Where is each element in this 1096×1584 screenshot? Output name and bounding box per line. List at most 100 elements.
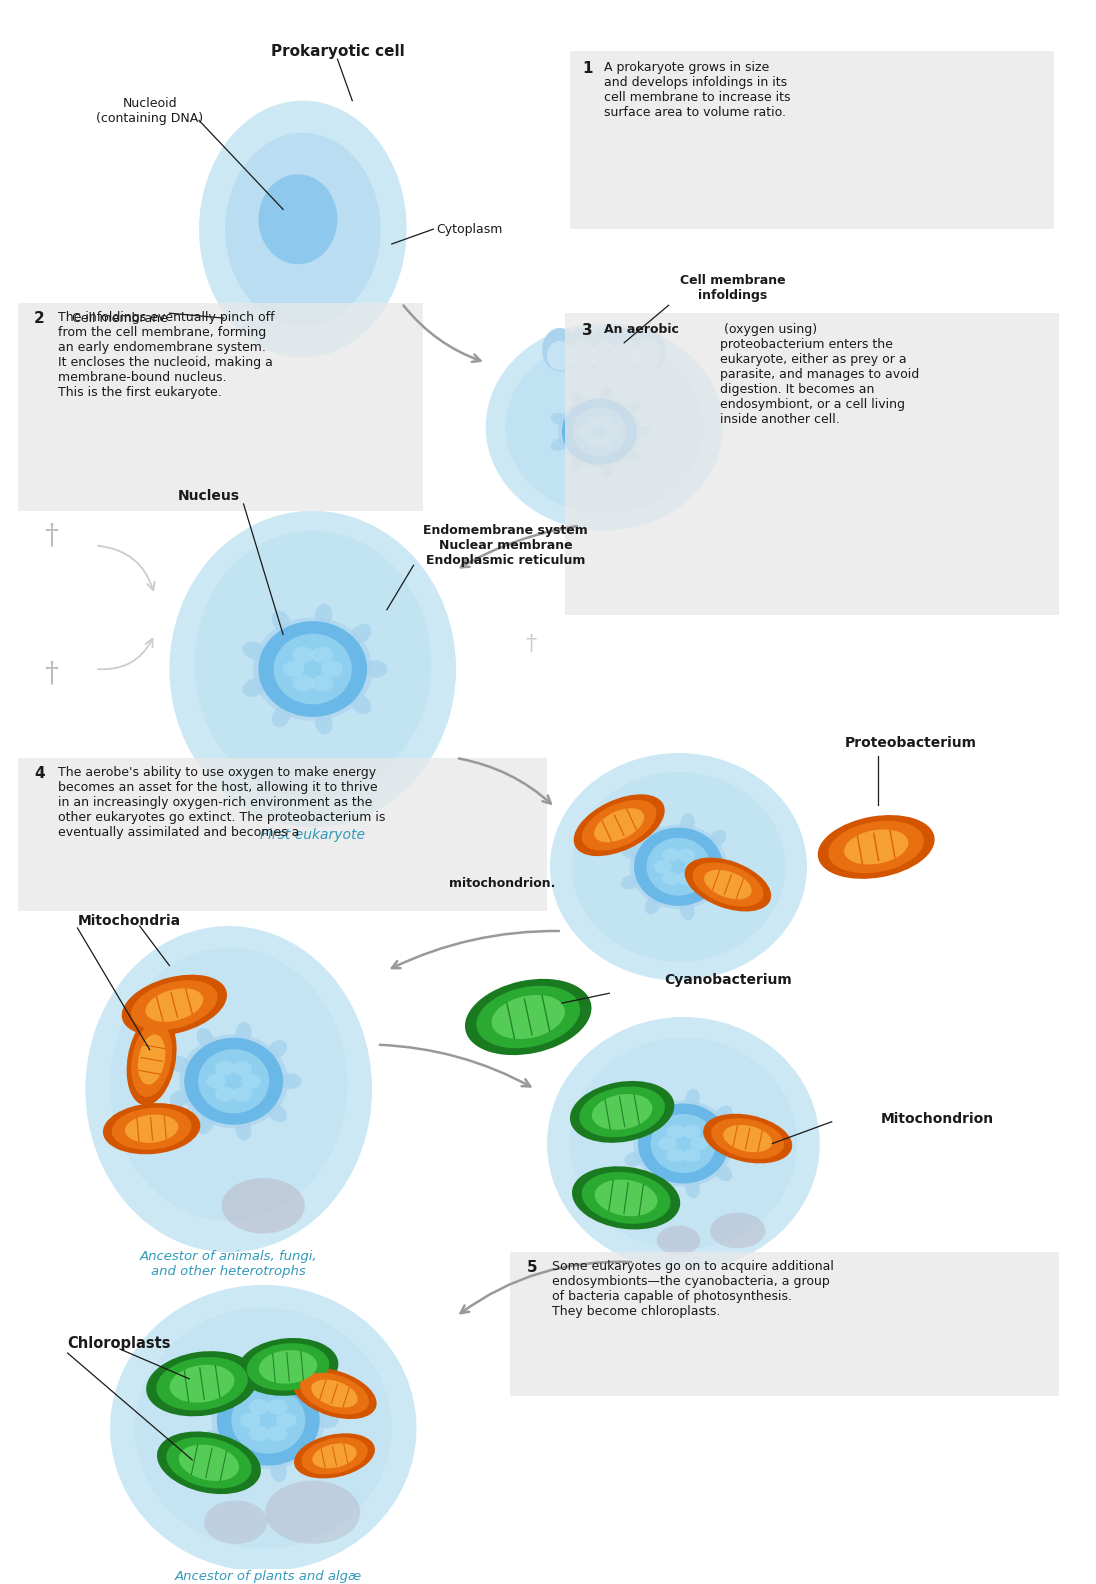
Ellipse shape <box>543 328 578 372</box>
Ellipse shape <box>259 1350 317 1384</box>
Ellipse shape <box>681 813 695 833</box>
Text: 5: 5 <box>527 1261 538 1275</box>
Ellipse shape <box>477 985 580 1049</box>
Ellipse shape <box>103 1102 201 1155</box>
Ellipse shape <box>196 1028 214 1049</box>
Ellipse shape <box>271 1460 287 1483</box>
Text: 4: 4 <box>34 767 45 781</box>
Ellipse shape <box>276 1413 297 1429</box>
Ellipse shape <box>242 678 265 697</box>
Ellipse shape <box>217 1375 320 1465</box>
Text: Some eukaryotes go on to acquire additional
endosymbionts—the cyanobacteria, a g: Some eukaryotes go on to acquire additio… <box>552 1261 834 1318</box>
Text: Mitochondria: Mitochondria <box>78 914 181 928</box>
Ellipse shape <box>715 1164 732 1182</box>
Ellipse shape <box>704 870 752 900</box>
Ellipse shape <box>215 1087 235 1101</box>
Ellipse shape <box>259 621 367 718</box>
Ellipse shape <box>194 531 432 797</box>
Ellipse shape <box>572 1166 681 1229</box>
Ellipse shape <box>249 1399 270 1415</box>
Ellipse shape <box>240 1413 261 1429</box>
Ellipse shape <box>271 1359 287 1381</box>
Ellipse shape <box>304 1443 323 1464</box>
Ellipse shape <box>249 1426 270 1441</box>
Ellipse shape <box>562 399 637 464</box>
Ellipse shape <box>146 1351 258 1416</box>
Ellipse shape <box>110 947 347 1221</box>
Ellipse shape <box>662 849 680 862</box>
Ellipse shape <box>621 844 640 859</box>
Ellipse shape <box>229 1365 248 1386</box>
Text: Ancestor of animals, fungi,
and other heterotrophs: Ancestor of animals, fungi, and other he… <box>140 1250 318 1278</box>
Ellipse shape <box>265 1481 361 1544</box>
Ellipse shape <box>570 341 595 371</box>
FancyBboxPatch shape <box>570 51 1054 230</box>
Ellipse shape <box>301 1437 367 1475</box>
Ellipse shape <box>184 1038 283 1125</box>
Ellipse shape <box>720 860 740 874</box>
Ellipse shape <box>238 1338 339 1396</box>
Ellipse shape <box>635 426 651 437</box>
Ellipse shape <box>486 323 723 531</box>
Ellipse shape <box>625 1120 644 1136</box>
Ellipse shape <box>236 1120 252 1140</box>
Ellipse shape <box>232 1061 252 1076</box>
Text: Endomembrane system
Nuclear membrane
Endoplasmic reticulum: Endomembrane system Nuclear membrane End… <box>423 524 587 567</box>
Ellipse shape <box>608 328 643 372</box>
Ellipse shape <box>157 1357 248 1410</box>
Text: Nucleus: Nucleus <box>178 489 240 504</box>
Ellipse shape <box>625 1152 644 1167</box>
Ellipse shape <box>272 611 292 634</box>
Ellipse shape <box>294 1434 375 1478</box>
Ellipse shape <box>582 1172 671 1224</box>
Text: Proteobacterium: Proteobacterium <box>845 737 977 751</box>
Ellipse shape <box>231 1388 306 1454</box>
Ellipse shape <box>267 1041 287 1058</box>
Text: 2: 2 <box>34 310 45 326</box>
Text: (oxygen using)
proteobacterium enters the
eukaryote, either as prey or a
parasit: (oxygen using) proteobacterium enters th… <box>720 323 920 426</box>
Ellipse shape <box>225 133 380 326</box>
Ellipse shape <box>321 661 343 678</box>
Ellipse shape <box>300 1373 369 1415</box>
Ellipse shape <box>550 752 807 980</box>
Text: mitochondrion.: mitochondrion. <box>449 876 556 890</box>
Ellipse shape <box>592 1095 652 1129</box>
Ellipse shape <box>592 341 617 371</box>
Ellipse shape <box>132 980 217 1030</box>
FancyBboxPatch shape <box>564 314 1059 615</box>
Ellipse shape <box>212 1372 324 1468</box>
Ellipse shape <box>625 401 640 415</box>
Ellipse shape <box>681 901 695 920</box>
Ellipse shape <box>601 461 613 477</box>
Ellipse shape <box>170 512 456 827</box>
Ellipse shape <box>122 974 227 1036</box>
Ellipse shape <box>683 1148 700 1163</box>
Ellipse shape <box>570 1038 797 1250</box>
Text: First eukaryote: First eukaryote <box>260 828 365 843</box>
Text: †: † <box>525 634 536 656</box>
Ellipse shape <box>138 1034 165 1085</box>
Text: An aerobic: An aerobic <box>604 323 680 336</box>
Ellipse shape <box>293 1369 377 1419</box>
Ellipse shape <box>605 426 620 437</box>
Ellipse shape <box>312 1443 356 1468</box>
Ellipse shape <box>204 1500 267 1544</box>
Ellipse shape <box>709 830 727 846</box>
Ellipse shape <box>677 849 695 862</box>
Ellipse shape <box>198 1049 270 1114</box>
Ellipse shape <box>630 328 665 372</box>
Ellipse shape <box>247 1343 329 1391</box>
Ellipse shape <box>635 341 661 371</box>
Ellipse shape <box>127 1014 176 1106</box>
Ellipse shape <box>135 1308 391 1549</box>
Ellipse shape <box>180 1034 288 1128</box>
Ellipse shape <box>505 341 704 513</box>
Ellipse shape <box>646 819 661 838</box>
Ellipse shape <box>572 407 627 456</box>
Ellipse shape <box>350 624 372 645</box>
Ellipse shape <box>646 897 661 914</box>
Text: 1: 1 <box>583 62 593 76</box>
Ellipse shape <box>564 328 601 372</box>
Text: Cytoplasm: Cytoplasm <box>436 223 503 236</box>
Ellipse shape <box>657 1226 700 1255</box>
